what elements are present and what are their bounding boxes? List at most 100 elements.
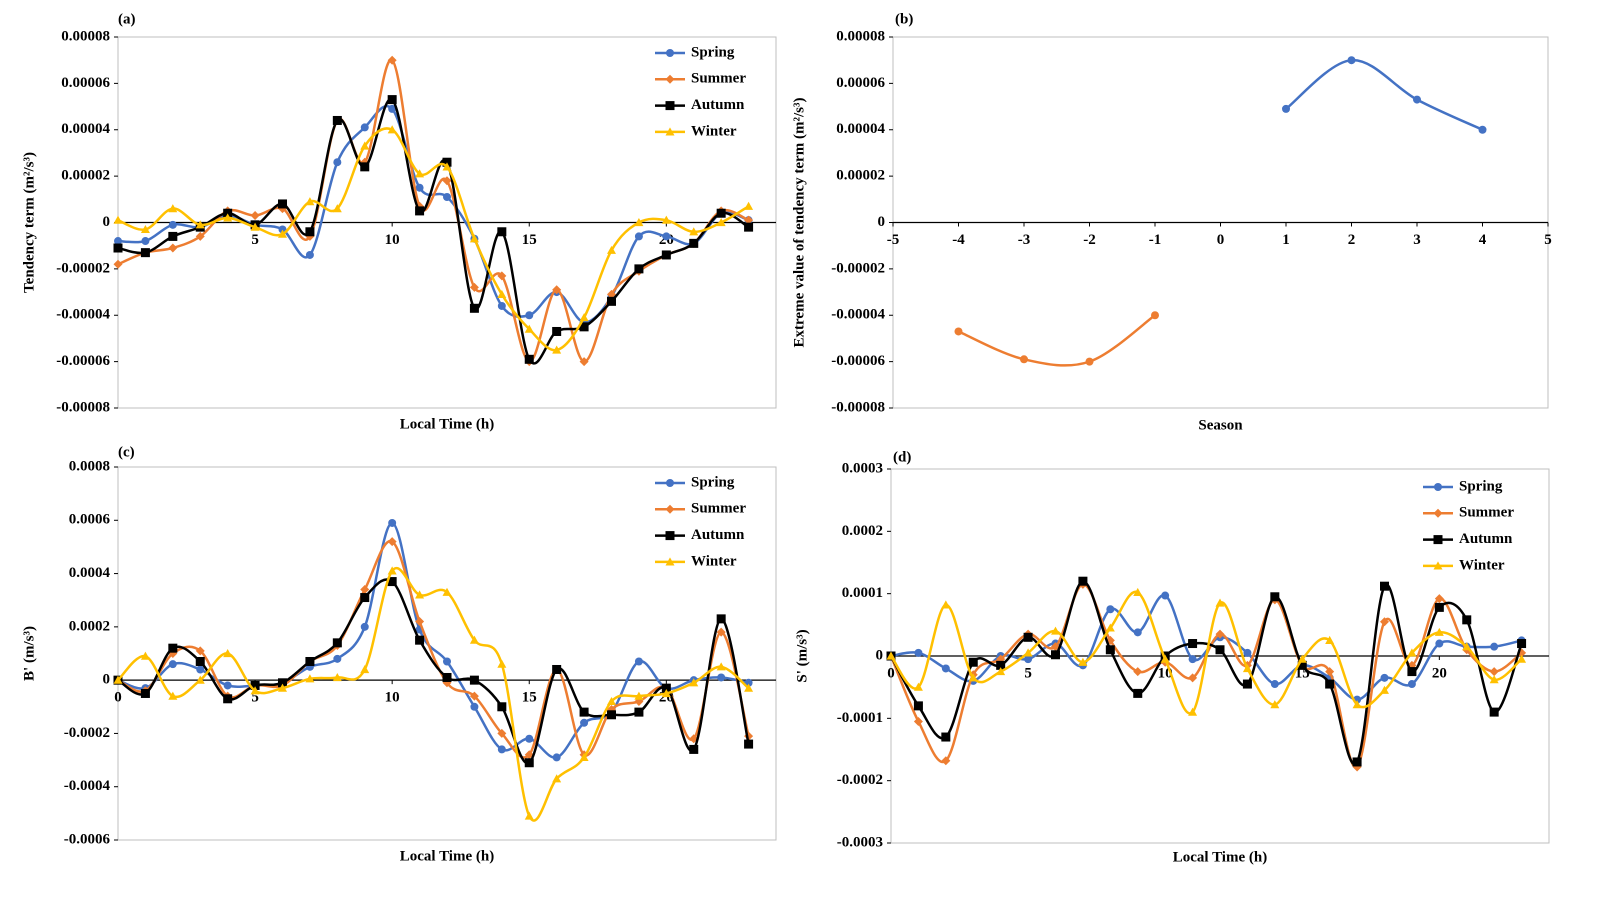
marker	[524, 354, 534, 364]
marker	[278, 229, 287, 238]
x-tick-label: 5	[251, 690, 259, 706]
legend-label: Winter	[691, 553, 737, 569]
marker	[634, 232, 643, 241]
y-axis-label: S' (m/s³)	[794, 629, 810, 682]
x-tick-label: 20	[1432, 665, 1447, 681]
marker	[716, 662, 726, 671]
marker	[1517, 654, 1527, 663]
marker	[524, 324, 534, 333]
marker	[469, 234, 479, 243]
x-tick-label: -5	[887, 232, 900, 248]
legend-label: Summer	[691, 71, 746, 87]
marker	[332, 115, 342, 125]
marker	[913, 701, 923, 711]
series-line	[117, 105, 750, 324]
marker	[1413, 95, 1421, 104]
marker	[579, 357, 589, 367]
y-tick-label: -0.0002	[64, 725, 110, 741]
marker	[168, 243, 178, 253]
marker	[1462, 615, 1472, 625]
x-tick-label: 5	[1024, 665, 1032, 681]
marker	[305, 250, 314, 259]
marker	[360, 622, 369, 631]
marker	[1270, 592, 1280, 602]
marker	[195, 231, 205, 241]
marker	[661, 250, 671, 260]
marker	[1297, 660, 1307, 670]
marker	[223, 694, 233, 704]
marker	[744, 215, 754, 225]
x-tick-label: 10	[385, 232, 400, 248]
marker	[1407, 667, 1417, 677]
marker	[634, 657, 643, 666]
marker	[497, 728, 507, 738]
marker	[744, 201, 754, 210]
x-tick-label: 15	[522, 232, 537, 248]
marker	[607, 245, 616, 254]
marker	[968, 673, 978, 682]
marker	[387, 55, 397, 65]
x-tick-label: -3	[1018, 232, 1031, 248]
marker	[662, 232, 671, 241]
panel-label: (a)	[118, 11, 136, 27]
marker	[168, 643, 178, 653]
marker	[1133, 587, 1143, 597]
y-tick-label: 0	[876, 647, 884, 663]
marker	[497, 301, 506, 310]
marker	[1352, 757, 1362, 767]
marker	[387, 537, 397, 547]
marker	[140, 248, 150, 258]
marker	[1478, 125, 1487, 134]
marker	[387, 566, 397, 575]
marker	[1151, 311, 1159, 320]
series-line	[889, 579, 1523, 766]
marker	[1133, 667, 1143, 677]
marker	[1105, 623, 1115, 632]
marker	[469, 691, 479, 701]
marker	[1188, 707, 1198, 716]
marker	[195, 646, 205, 656]
y-axis-label: Extreme value of tendency term (m²/s³)	[791, 98, 807, 348]
x-tick-label: -1	[1149, 232, 1162, 248]
panel-label: (b)	[895, 11, 913, 27]
legend-label: Spring	[691, 44, 735, 60]
marker	[442, 672, 452, 682]
marker	[634, 707, 644, 717]
marker	[524, 811, 534, 820]
marker	[1325, 667, 1335, 677]
marker	[387, 577, 397, 587]
marker	[415, 590, 425, 599]
y-tick-label: 0.00004	[61, 121, 110, 137]
x-tick-label: 3	[1413, 232, 1421, 248]
marker	[996, 667, 1006, 676]
marker	[168, 660, 177, 669]
marker	[716, 614, 726, 624]
marker	[634, 264, 644, 274]
y-tick-label: -0.0006	[64, 831, 111, 847]
marker	[914, 648, 923, 657]
x-tick-label: 10	[385, 690, 400, 706]
y-tick-label: 0.00002	[836, 168, 885, 184]
marker	[1352, 700, 1362, 709]
marker	[689, 744, 699, 754]
marker	[1242, 663, 1252, 673]
y-tick-label: -0.00004	[56, 307, 110, 323]
marker	[1297, 654, 1307, 663]
marker	[333, 158, 342, 167]
marker	[525, 311, 534, 320]
marker	[497, 702, 507, 712]
legend-marker	[665, 74, 675, 84]
marker	[442, 162, 452, 171]
series-line	[889, 583, 1523, 769]
y-tick-label: 0.0004	[69, 565, 111, 581]
marker	[579, 707, 589, 717]
marker	[388, 518, 397, 527]
marker	[913, 682, 923, 691]
marker	[579, 313, 589, 322]
marker	[689, 238, 699, 248]
y-tick-label: 0.00006	[61, 75, 110, 91]
y-tick-label: 0.0006	[69, 512, 111, 528]
marker	[1242, 679, 1252, 689]
